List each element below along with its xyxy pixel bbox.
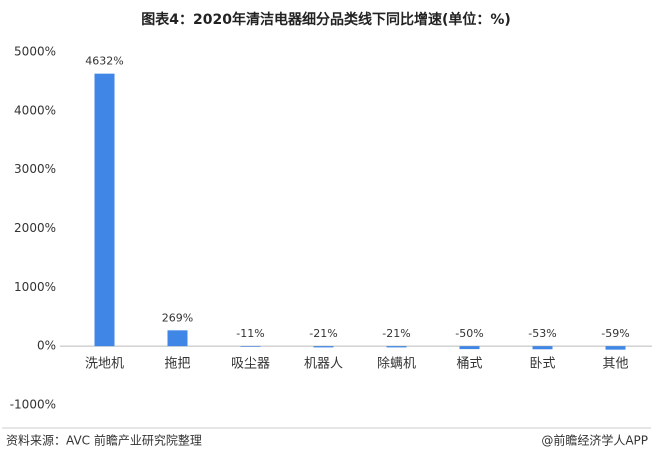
value-label: -59% xyxy=(601,327,629,340)
x-tick-label: 除螨机 xyxy=(377,357,416,372)
value-label: -21% xyxy=(382,327,410,340)
value-label: -11% xyxy=(236,327,264,340)
bar xyxy=(605,346,626,350)
bar xyxy=(532,346,553,350)
y-tick-label: 2000% xyxy=(14,221,56,235)
chart-title: 图表4：2020年清洁电器细分品类线下同比增速(单位：%) xyxy=(141,11,511,28)
footer-brand: @前瞻经济学人APP xyxy=(541,433,648,448)
bar xyxy=(386,346,407,348)
value-label: 4632% xyxy=(85,55,123,68)
y-tick-label: -1000% xyxy=(10,398,56,412)
bar xyxy=(167,330,188,347)
value-label: -50% xyxy=(455,327,483,340)
x-tick-label: 洗地机 xyxy=(85,357,124,372)
bar xyxy=(240,346,261,347)
y-tick-label: 1000% xyxy=(14,280,56,294)
x-tick-label: 吸尘器 xyxy=(231,357,270,372)
y-tick-label: 3000% xyxy=(14,162,56,176)
source: 资料来源：AVC 前瞻产业研究院整理 xyxy=(6,433,202,448)
bar xyxy=(94,73,115,347)
y-tick-label: 0% xyxy=(37,339,56,353)
bar xyxy=(459,346,480,350)
x-tick-label: 拖把 xyxy=(164,357,190,372)
x-tick-label: 其他 xyxy=(602,357,628,372)
value-label: -53% xyxy=(528,327,556,340)
y-tick-label: 4000% xyxy=(14,103,56,117)
x-tick-label: 桶式 xyxy=(456,357,482,372)
y-tick-label: 5000% xyxy=(14,45,56,59)
value-label: -21% xyxy=(309,327,337,340)
x-tick-label: 机器人 xyxy=(304,357,343,372)
x-tick-label: 卧式 xyxy=(529,357,555,372)
bar xyxy=(313,346,334,348)
value-label: 269% xyxy=(162,311,193,324)
